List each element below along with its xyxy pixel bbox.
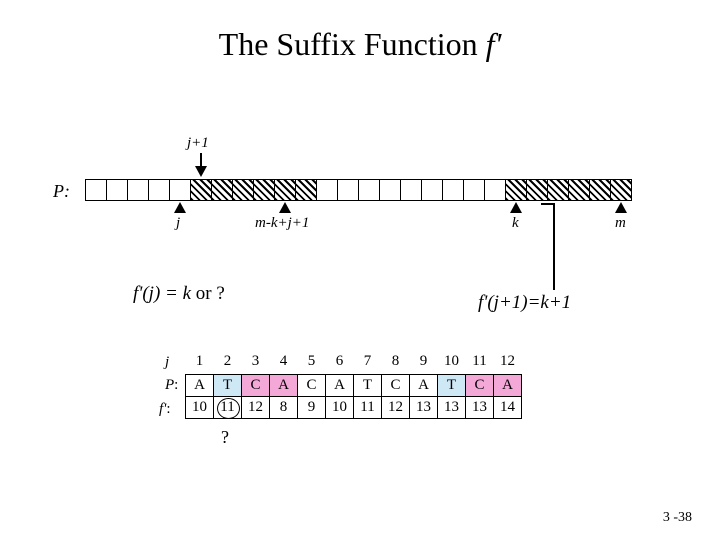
question-mark: ? [221, 427, 229, 448]
table-cell: 12 [242, 396, 270, 418]
table-cell: 12 [494, 352, 522, 374]
arrow-shaft-jp1 [200, 153, 202, 167]
table-cell: 12 [382, 396, 410, 418]
arrow-head-j [174, 202, 186, 213]
strip-cell [610, 179, 632, 201]
title-f: f' [486, 26, 502, 62]
strip-cell [379, 179, 401, 201]
big-arrow-v [553, 203, 555, 290]
strip-cell [358, 179, 380, 201]
table-cell: 6 [326, 352, 354, 374]
label-j: j [176, 215, 180, 232]
strip-cell [295, 179, 317, 201]
table-cell: A [186, 374, 214, 396]
table-cell: T [214, 374, 242, 396]
table-cell: 8 [382, 352, 410, 374]
strip-cell [505, 179, 527, 201]
table-cell: C [382, 374, 410, 396]
label-m: m [615, 215, 626, 232]
table-cell: T [438, 374, 466, 396]
strip-cell [316, 179, 338, 201]
table-cell: 1 [186, 352, 214, 374]
table-row-j: 123456789101112 [186, 352, 522, 374]
eq1-or: or ? [191, 283, 225, 304]
arrow-head-jp1 [195, 166, 207, 177]
table-cell: 8 [270, 396, 298, 418]
strip-cell [190, 179, 212, 201]
strip-cell [421, 179, 443, 201]
title-pre: The Suffix Function [219, 26, 486, 62]
table-cell: 5 [298, 352, 326, 374]
pattern-strip [86, 179, 632, 201]
table-cell: C [242, 374, 270, 396]
slide-title: The Suffix Function f' [0, 26, 720, 63]
strip-cell [463, 179, 485, 201]
eq1-lhs: f'(j) = k [133, 283, 191, 304]
strip-cell [442, 179, 464, 201]
example-table: j P: f': 123456789101112 ATCACATCATCA 10… [185, 352, 522, 419]
table-cell: 9 [410, 352, 438, 374]
page-number: 3 -38 [663, 510, 692, 526]
table-cell: 3 [242, 352, 270, 374]
table-cell: 10 [438, 352, 466, 374]
strip-cell [274, 179, 296, 201]
strip-cell [547, 179, 569, 201]
table-row-P: ATCACATCATCA [186, 374, 522, 396]
strip-cell [232, 179, 254, 201]
label-mkj1: m-k+j+1 [255, 215, 309, 232]
table-cell: A [494, 374, 522, 396]
arrow-head-k [510, 202, 522, 213]
table-cell: C [298, 374, 326, 396]
label-k: k [512, 215, 519, 232]
row-label-P: P: [165, 377, 178, 394]
strip-cell [337, 179, 359, 201]
strip-cell [400, 179, 422, 201]
row-label-fprime: f': [159, 401, 171, 418]
table-cell: 11 [466, 352, 494, 374]
table-cell: 13 [410, 396, 438, 418]
strip-cell [148, 179, 170, 201]
table-cell: A [410, 374, 438, 396]
p-label: P: [53, 181, 70, 202]
label-j-plus-1: j+1 [187, 135, 209, 152]
table-row-f: 1011128910111213131314 [186, 396, 522, 418]
strip-cell [253, 179, 275, 201]
table-cell: 7 [354, 352, 382, 374]
table-cell: 10 [186, 396, 214, 418]
strip-cell [106, 179, 128, 201]
strip-cell [85, 179, 107, 201]
strip-cell [568, 179, 590, 201]
table-cell: 14 [494, 396, 522, 418]
strip-cell [589, 179, 611, 201]
table-cell: 10 [326, 396, 354, 418]
strip-cell [211, 179, 233, 201]
table-cell: 2 [214, 352, 242, 374]
strip-cell [169, 179, 191, 201]
table-cell: 13 [466, 396, 494, 418]
table-cell: 4 [270, 352, 298, 374]
equation-fj1: f'(j+1)=k+1 [478, 292, 571, 314]
pattern-table: 123456789101112 ATCACATCATCA 10111289101… [185, 352, 522, 419]
row-label-j: j [165, 354, 169, 371]
table-cell: A [326, 374, 354, 396]
arrow-head-m [615, 202, 627, 213]
table-cell: T [354, 374, 382, 396]
equation-fj: f'(j) = k or ? [133, 283, 225, 305]
table-cell: 11 [214, 396, 242, 418]
table-cell: C [466, 374, 494, 396]
strip-cell [127, 179, 149, 201]
table-cell: 13 [438, 396, 466, 418]
table-cell: A [270, 374, 298, 396]
arrow-head-mkj1 [279, 202, 291, 213]
strip-cell [484, 179, 506, 201]
table-cell: 9 [298, 396, 326, 418]
table-cell: 11 [354, 396, 382, 418]
strip-cell [526, 179, 548, 201]
